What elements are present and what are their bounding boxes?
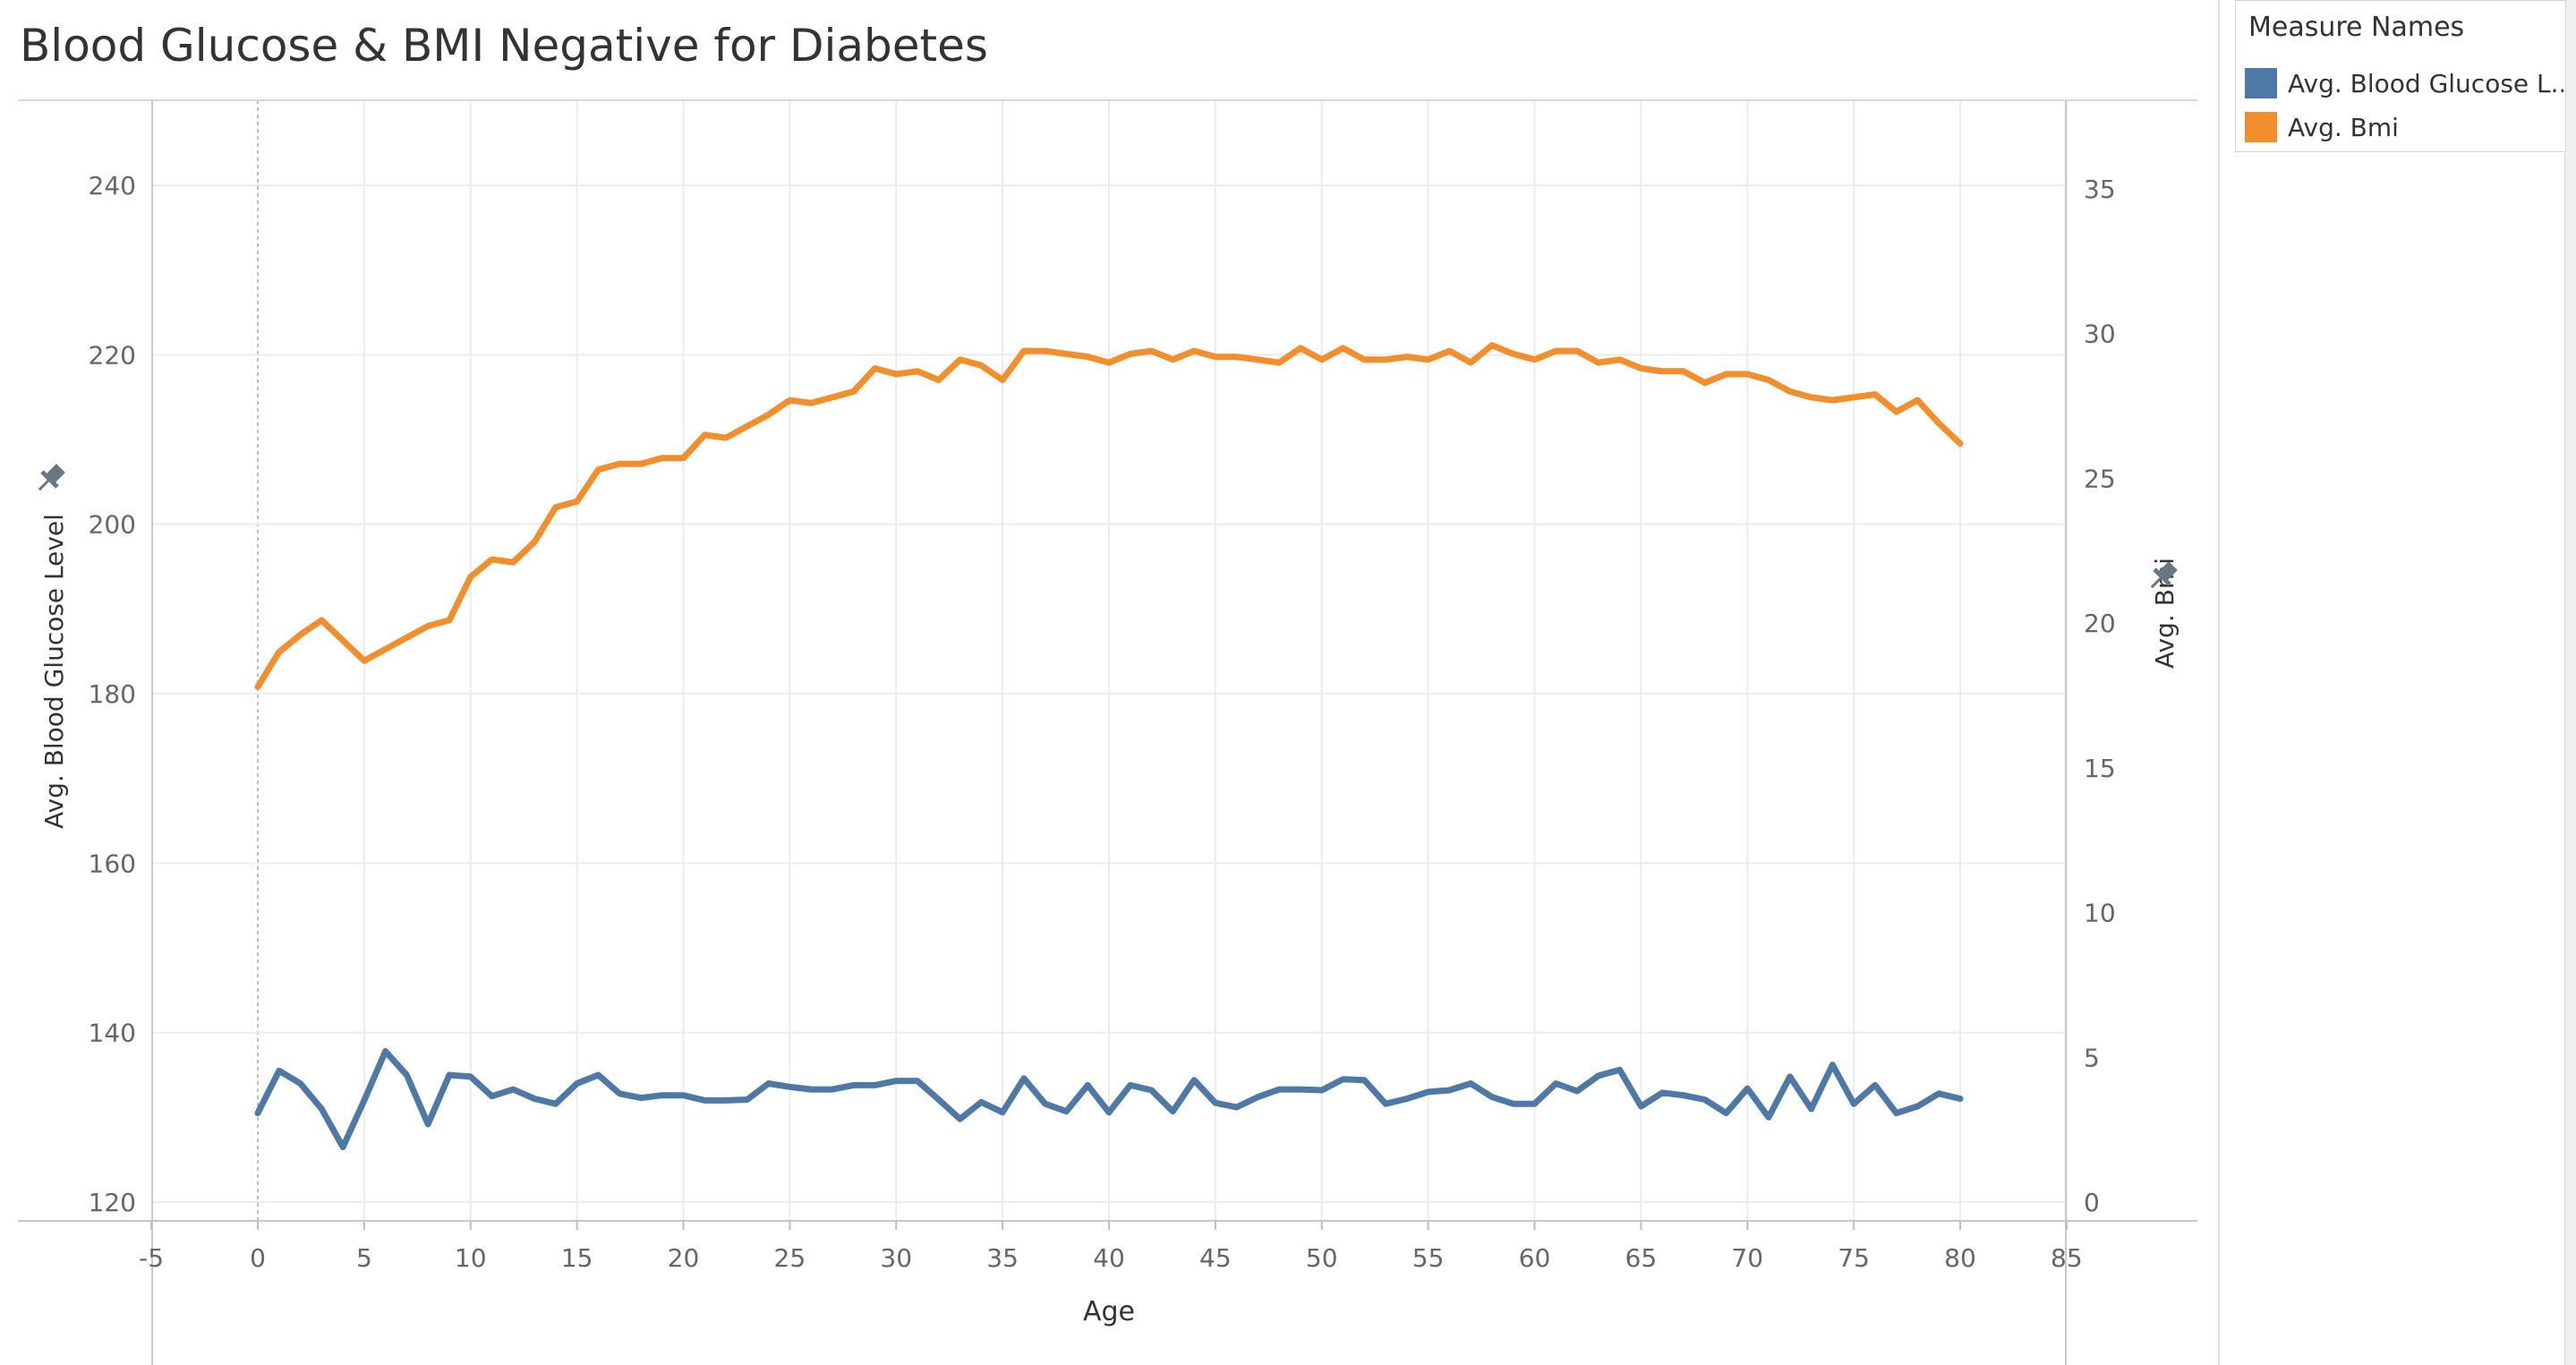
right-side-panel [2220,0,2576,1365]
legend-swatch-blood-glucose [2245,68,2277,98]
x-tick-label: 55 [1412,1243,1445,1273]
x-tick-label: 30 [880,1243,912,1273]
legend-label-bmi: Avg. Bmi [2288,112,2399,142]
x-tick-label: 50 [1306,1243,1338,1273]
x-tick-label: 5 [356,1243,372,1273]
chart-title: Blood Glucose & BMI Negative for Diabete… [20,20,988,72]
legend-swatch-bmi [2245,112,2277,142]
axes [18,99,2197,1365]
x-tick-label: 20 [668,1243,700,1273]
series-line-bmi[interactable] [254,342,1964,690]
x-tick-label: 15 [561,1243,593,1273]
y-right-tick-label: 25 [2084,464,2116,493]
y-right-tick-label: 15 [2084,754,2116,783]
pin-icon[interactable] [2144,559,2180,595]
y-left-tick-label: 240 [89,171,136,200]
x-tick-label: 80 [1944,1243,1976,1273]
y-left-tick-label: 120 [89,1188,136,1217]
series-line-blood-glucose[interactable] [254,1048,1964,1150]
tick-labels: -5 0 5 10 15 20 25 30 35 40 45 50 55 60 65 70 75 80 851201… [31,171,2180,1327]
y-left-tick-label: 140 [89,1019,136,1048]
y-left-tick-label: 180 [89,679,136,709]
legend-item-blood-glucose[interactable]: Avg. Blood Glucose L.. [2245,65,2563,101]
x-tick-label: -5 [139,1243,164,1273]
y-left-tick-label: 160 [89,849,136,878]
y-left-tick-label: 200 [89,510,136,540]
panel-scroll-edge[interactable] [2564,0,2576,1365]
pin-icon[interactable] [31,461,68,498]
x-tick-label: 35 [986,1243,1019,1273]
x-axis-title: Age [1083,1296,1135,1327]
legend: Measure Names Avg. Blood Glucose L.. Avg… [2235,0,2566,152]
y-right-tick-label: 10 [2084,899,2116,928]
x-tick-label: 45 [1199,1243,1232,1273]
y-left-tick-label: 220 [89,340,136,370]
x-tick-label: 70 [1731,1243,1763,1273]
x-tick-label: 75 [1838,1243,1870,1273]
legend-item-bmi[interactable]: Avg. Bmi [2245,109,2563,145]
panel-divider [2218,0,2220,1365]
x-tick-label: 10 [455,1243,487,1273]
y-left-axis-title: Avg. Blood Glucose Level [39,514,69,829]
dual-axis-line-chart: -5 0 5 10 15 20 25 30 35 40 45 50 55 60 65 70 75 80 851201… [18,99,2197,1365]
x-tick-label: 0 [250,1243,266,1273]
y-right-tick-label: 20 [2084,609,2116,638]
x-tick-label: 40 [1093,1243,1125,1273]
y-right-tick-label: 0 [2084,1188,2100,1217]
legend-label-blood-glucose: Avg. Blood Glucose L.. [2288,68,2563,98]
x-tick-label: 25 [774,1243,806,1273]
series-lines [254,342,1964,1150]
x-tick-label: 85 [2051,1243,2083,1273]
legend-title: Measure Names [2248,12,2465,43]
y-right-tick-label: 35 [2084,175,2116,204]
y-right-tick-label: 30 [2084,320,2116,349]
x-tick-label: 65 [1625,1243,1658,1273]
x-tick-label: 60 [1519,1243,1551,1273]
y-right-tick-label: 5 [2084,1043,2100,1072]
gridlines [152,100,2068,1221]
